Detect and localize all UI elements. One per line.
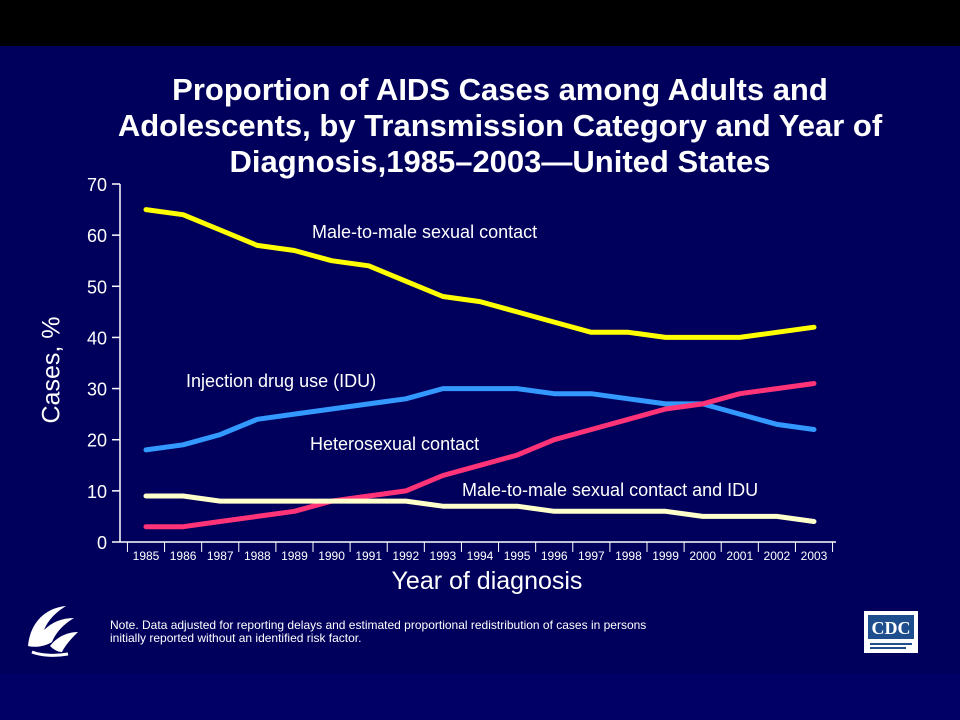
x-tick-label: 1989 [281, 549, 308, 563]
x-tick-label: 2003 [801, 549, 828, 563]
y-tick-label: 20 [87, 431, 107, 451]
x-tick-label: 1992 [392, 549, 419, 563]
x-tick-label: 1995 [504, 549, 531, 563]
y-tick-label: 70 [87, 175, 107, 195]
footnote-line-2: initially reported without an identified… [110, 631, 362, 645]
slide-background [0, 46, 960, 674]
footnote: Note. Data adjusted for reporting delays… [110, 619, 810, 645]
x-tick-label: 1991 [355, 549, 382, 563]
x-tick-label: 1986 [170, 549, 197, 563]
series-labels: Male-to-male sexual contact Injection dru… [186, 222, 758, 500]
x-tick-label: 1993 [430, 549, 457, 563]
footnote-line-1: Note. Data adjusted for reporting delays… [110, 618, 647, 632]
series-line-4 [143, 493, 817, 524]
x-tick-label: 2000 [689, 549, 716, 563]
y-tick-label: 50 [87, 277, 107, 297]
x-tick-label: 1985 [133, 549, 160, 563]
y-axis-ticks: 0 10 20 30 40 50 60 70 [87, 175, 120, 553]
bottom-band [0, 674, 960, 720]
y-tick-label: 60 [87, 226, 107, 246]
chart-axes [119, 184, 836, 543]
x-tick-label: 1999 [652, 549, 679, 563]
series-line-1 [143, 207, 817, 340]
x-tick-label: 2002 [764, 549, 791, 563]
x-tick-label: 1997 [578, 549, 605, 563]
x-tick-label: 1988 [244, 549, 271, 563]
x-axis-ticks: 1985 1986 1987 1988 1989 1990 1991 1992 1993 1994… [126, 542, 834, 563]
y-tick-label: 30 [87, 380, 107, 400]
x-tick-label: 1994 [467, 549, 494, 563]
series-label-2: Injection drug use (IDU) [186, 371, 376, 391]
x-tick-label: 1998 [615, 549, 642, 563]
chart-series [143, 207, 817, 530]
cdc-logo-icon: CDC [864, 611, 918, 653]
y-tick-label: 40 [87, 328, 107, 348]
x-tick-label: 1987 [207, 549, 234, 563]
series-label-1: Male-to-male sexual contact [312, 222, 537, 242]
chart-title-line-1: Proportion of AIDS Cases among Adults an… [172, 72, 828, 107]
x-axis-label: Year of diagnosis [391, 567, 583, 595]
hhs-eagle-icon [28, 606, 78, 657]
y-tick-label: 10 [87, 482, 107, 502]
x-tick-label: 2001 [726, 549, 753, 563]
series-line-3 [143, 381, 817, 530]
y-tick-label: 0 [97, 533, 107, 553]
chart-title-line-2: Adolescents, by Transmission Category an… [117, 108, 883, 143]
chart-title-line-3: Diagnosis,1985–2003—United States [229, 144, 771, 179]
series-label-4: Male-to-male sexual contact and IDU [462, 480, 758, 500]
cdc-logo-text: CDC [872, 618, 911, 638]
chart-title: Proportion of AIDS Cases among Adults an… [80, 72, 920, 180]
series-label-3: Heterosexual contact [310, 434, 479, 454]
series-line-2 [143, 386, 817, 453]
y-axis-label: Cases, % [37, 316, 66, 424]
x-tick-label: 1996 [541, 549, 568, 563]
x-tick-label: 1990 [318, 549, 345, 563]
